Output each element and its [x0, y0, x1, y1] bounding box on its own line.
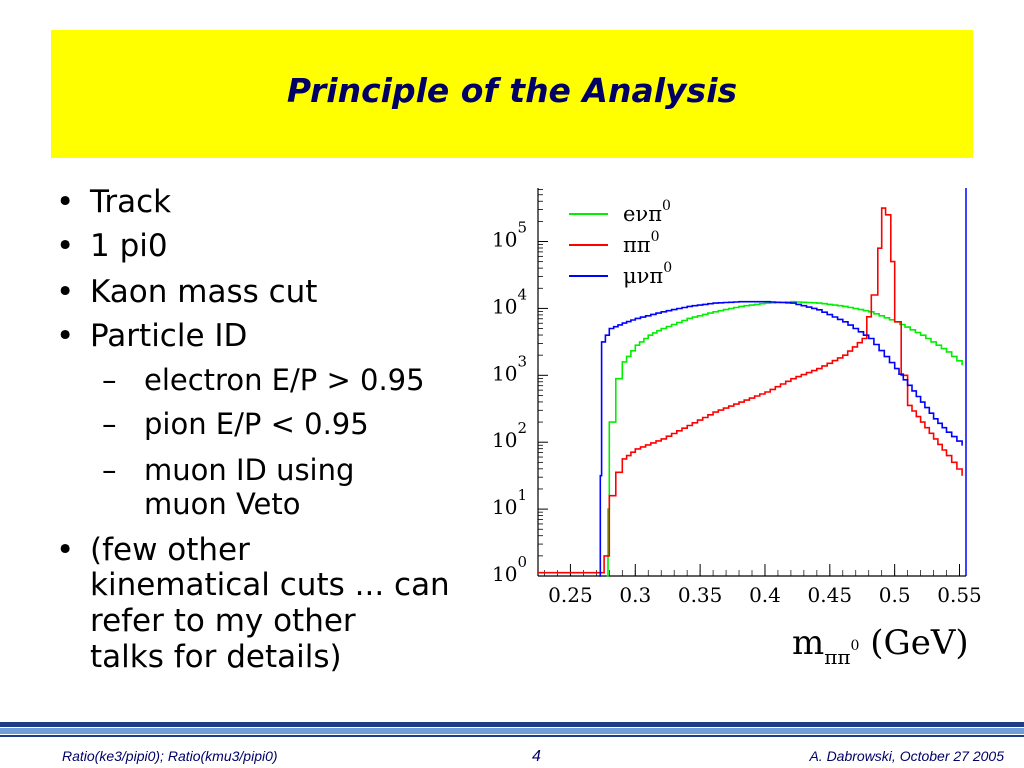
x-tick-label: 0.25 — [548, 583, 593, 607]
x-tick-label: 0.45 — [808, 583, 853, 607]
bullet-text: (few other — [90, 532, 250, 568]
series-mu — [599, 300, 963, 577]
slide-title: Principle of the Analysis — [286, 71, 738, 110]
legend-label: eνπ0 — [623, 198, 671, 226]
y-tick-label: 100 — [492, 553, 527, 586]
sub-dash: – — [102, 363, 117, 397]
x-tick-label: 0.3 — [619, 583, 651, 607]
x-tick-label: 0.35 — [678, 583, 723, 607]
sub-bullet-muon: – muon ID using — [102, 453, 354, 487]
x-tick-label: 0.4 — [749, 583, 781, 607]
x-tick-label: 0.5 — [879, 583, 911, 607]
y-tick-label: 103 — [492, 352, 527, 385]
series-pi — [538, 207, 963, 574]
mass-histogram-chart: 100 101 102 103 104 105 0.25 0.3 0.35 0.4 0.45 0.5 0… — [492, 188, 982, 669]
x-axis-title: mππ0 (GeV) — [792, 623, 969, 669]
footer-rule-thin — [0, 735, 1024, 737]
bullet-particle-id: • Particle ID — [56, 318, 247, 354]
bullet-track: • Track — [56, 184, 171, 220]
bullet-text: Particle ID — [90, 318, 248, 354]
legend-label: μνπ0 — [623, 260, 672, 288]
bullet-pi0: • 1 pi0 — [56, 228, 168, 264]
footer-author-date: A. Dabrowski, October 27 2005 — [809, 748, 1004, 764]
y-tick-label: 104 — [492, 285, 527, 318]
y-tick-label: 102 — [492, 419, 527, 452]
bullet-line: kinematical cuts ... can — [90, 567, 450, 603]
series-e — [606, 300, 963, 577]
sub-bullet-text: muon ID using — [144, 453, 355, 487]
sub-bullet-text: muon Veto — [144, 487, 301, 521]
sub-bullet-text: pion E/P < 0.95 — [144, 407, 369, 441]
bullet-text: Track — [90, 184, 172, 220]
bullet-dot: • — [56, 274, 75, 310]
bullet-few-other: • (few other — [56, 532, 250, 568]
y-tick-label: 101 — [492, 486, 527, 519]
sub-bullet-muon-cont: muon Veto — [144, 487, 301, 521]
sub-bullet-electron: – electron E/P > 0.95 — [102, 363, 425, 397]
bullet-dot: • — [56, 532, 75, 568]
page-number: 4 — [532, 748, 541, 765]
sub-dash: – — [102, 407, 117, 441]
bullet-line: talks for details) — [90, 639, 342, 675]
bullet-kaon-mass: • Kaon mass cut — [56, 274, 317, 310]
footer-rule-dark — [0, 722, 1024, 727]
chart-legend: eνπ0 ππ0 μνπ0 — [569, 198, 672, 288]
bullet-line: refer to my other — [90, 603, 356, 639]
bullet-dot: • — [56, 184, 75, 220]
footer-left-text: Ratio(ke3/pipi0); Ratio(kmu3/pipi0) — [62, 748, 278, 764]
chart-axes: 100 101 102 103 104 105 0.25 0.3 0.35 0.4 0.45 0.5 0… — [492, 188, 982, 607]
legend-label: ππ0 — [623, 229, 660, 257]
title-banner — [51, 30, 973, 158]
bullet-text: Kaon mass cut — [90, 274, 318, 310]
bullet-dot: • — [56, 228, 75, 264]
sub-bullet-text: electron E/P > 0.95 — [144, 363, 425, 397]
chart-series — [538, 207, 963, 577]
bullet-dot: • — [56, 318, 75, 354]
x-axis-label: mππ0 (GeV) — [792, 623, 969, 669]
x-tick-label: 0.55 — [937, 583, 982, 607]
sub-dash: – — [102, 453, 117, 487]
footer-rule-light — [0, 728, 1024, 734]
sub-bullet-pion: – pion E/P < 0.95 — [102, 407, 369, 441]
y-tick-label: 105 — [492, 219, 527, 252]
bullet-text: 1 pi0 — [90, 228, 168, 264]
